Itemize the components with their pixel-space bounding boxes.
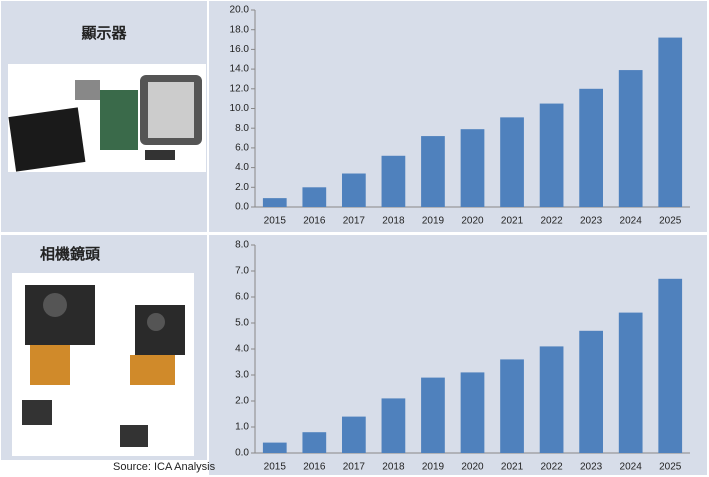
y-tick-label: 20.0: [230, 5, 250, 16]
y-tick-label: 12.0: [230, 83, 250, 94]
bar: [302, 187, 327, 207]
y-tick-label: 7.0: [235, 266, 249, 277]
x-tick-label: 2019: [422, 216, 445, 227]
y-tick-label: 0.0: [235, 448, 249, 459]
y-tick-label: 4.0: [235, 344, 249, 355]
y-tick-label: 5.0: [235, 318, 249, 329]
x-tick-label: 2022: [540, 462, 563, 473]
y-tick-label: 16.0: [230, 44, 250, 55]
bar: [460, 372, 485, 453]
bar: [539, 103, 564, 207]
bar: [421, 136, 445, 207]
x-tick-label: 2023: [580, 462, 603, 473]
bar: [658, 37, 683, 207]
y-tick-label: 18.0: [230, 24, 250, 35]
x-tick-label: 2020: [461, 216, 484, 227]
x-tick-label: 2025: [659, 462, 682, 473]
y-tick-label: 0.0: [235, 202, 249, 213]
x-tick-label: 2022: [540, 216, 563, 227]
y-tick-label: 10.0: [230, 103, 250, 114]
y-tick-label: 2.0: [235, 396, 249, 407]
x-tick-label: 2021: [501, 216, 524, 227]
bar: [500, 117, 524, 207]
x-tick-label: 2017: [343, 462, 366, 473]
x-tick-label: 2024: [620, 462, 643, 473]
bar: [342, 416, 366, 453]
bar: [658, 278, 683, 453]
bar: [381, 155, 406, 207]
bar: [460, 129, 485, 207]
bar: [381, 398, 406, 453]
x-tick-label: 2016: [303, 462, 326, 473]
bar: [579, 330, 603, 453]
x-tick-label: 2018: [382, 216, 405, 227]
x-tick-label: 2021: [501, 462, 524, 473]
x-tick-label: 2025: [659, 216, 682, 227]
y-tick-label: 14.0: [230, 64, 250, 75]
y-tick-label: 6.0: [235, 143, 249, 154]
bar: [421, 377, 445, 453]
y-tick-label: 3.0: [235, 370, 249, 381]
y-tick-label: 2.0: [235, 182, 249, 193]
x-tick-label: 2020: [461, 462, 484, 473]
phone-parts-image: [8, 64, 206, 172]
y-tick-label: 8.0: [235, 240, 249, 251]
panel-title: 顯示器: [81, 25, 127, 42]
bar: [342, 173, 366, 207]
bar: [618, 312, 643, 453]
x-tick-label: 2015: [264, 462, 287, 473]
x-tick-label: 2016: [303, 216, 326, 227]
panel-title: 相機鏡頭: [40, 245, 101, 263]
bar: [500, 359, 524, 453]
x-tick-label: 2017: [343, 216, 366, 227]
bar: [579, 88, 603, 207]
x-tick-label: 2023: [580, 216, 603, 227]
bar: [539, 346, 564, 453]
y-tick-label: 6.0: [235, 292, 249, 303]
bar: [262, 442, 287, 453]
y-tick-label: 1.0: [235, 422, 249, 433]
camera-image: [12, 273, 194, 456]
y-tick-label: 4.0: [235, 162, 249, 173]
x-tick-label: 2019: [422, 462, 445, 473]
x-tick-label: 2018: [382, 462, 405, 473]
x-tick-label: 2015: [264, 216, 287, 227]
bar: [302, 432, 327, 453]
bar: [262, 198, 287, 207]
bar: [618, 70, 643, 208]
source-note: Source: ICA Analysis: [113, 461, 216, 473]
y-tick-label: 8.0: [235, 123, 249, 134]
x-tick-label: 2024: [620, 216, 643, 227]
